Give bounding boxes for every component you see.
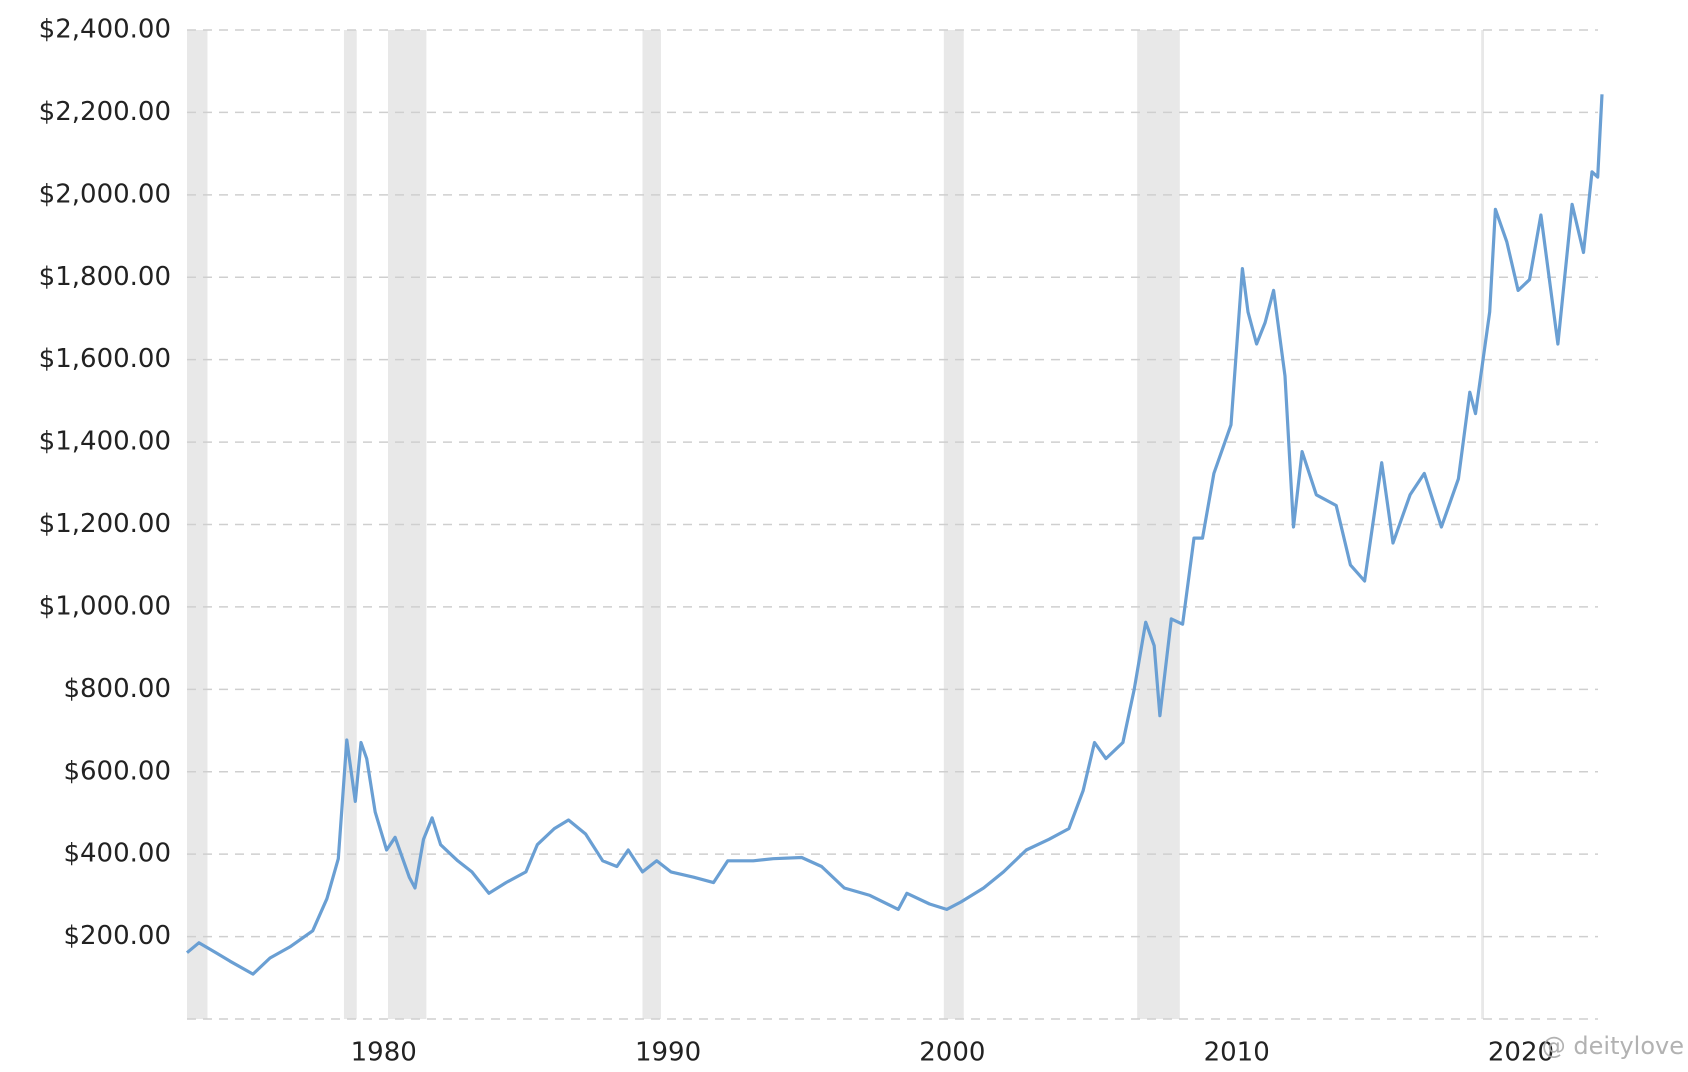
price-line: [185, 94, 1604, 976]
x-tick-label: 1980: [351, 1038, 417, 1068]
watermark: @ deitylove: [1542, 1032, 1684, 1060]
recession-band: [1137, 30, 1180, 1019]
x-tick-label: 2000: [919, 1038, 985, 1068]
y-tick-label: $600.00: [63, 756, 171, 786]
y-tick-label: $2,200.00: [39, 97, 171, 127]
y-tick-label: $2,400.00: [39, 15, 171, 45]
y-tick-label: $1,800.00: [39, 262, 171, 292]
y-tick-label: $2,000.00: [39, 179, 171, 209]
x-tick-label: 2020: [1488, 1038, 1554, 1068]
y-tick-label: $1,600.00: [39, 344, 171, 374]
recession-band: [1481, 30, 1485, 1019]
y-tick-label: $200.00: [63, 921, 171, 951]
x-tick-label: 1990: [635, 1038, 701, 1068]
y-tick-label: $800.00: [63, 674, 171, 704]
y-tick-label: $1,400.00: [39, 427, 171, 457]
y-tick-label: $1,200.00: [39, 509, 171, 539]
y-tick-label: $400.00: [63, 839, 171, 869]
x-tick-label: 2010: [1204, 1038, 1270, 1068]
y-tick-label: $1,000.00: [39, 591, 171, 621]
